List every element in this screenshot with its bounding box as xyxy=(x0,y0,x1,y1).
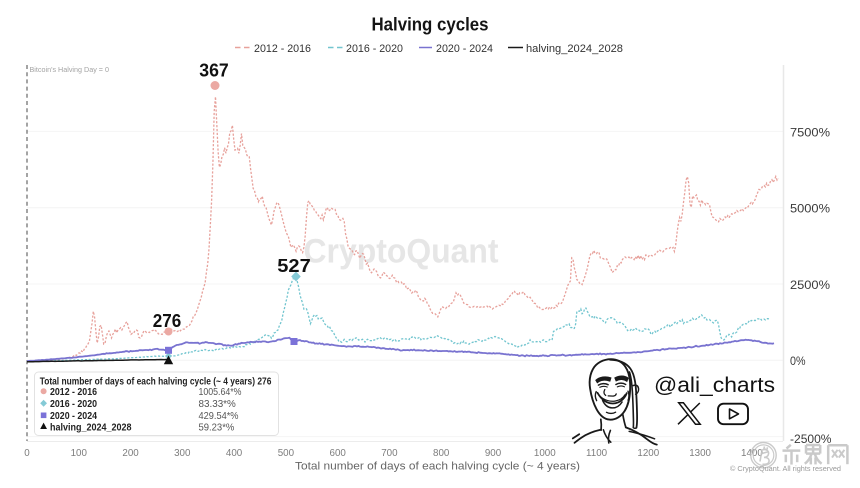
svg-text:527: 527 xyxy=(277,255,311,276)
svg-text:2500%: 2500% xyxy=(790,278,830,292)
svg-text:2012 - 2016: 2012 - 2016 xyxy=(254,43,311,55)
svg-text:700: 700 xyxy=(381,448,398,459)
svg-text:5000%: 5000% xyxy=(790,202,830,216)
svg-text:1200: 1200 xyxy=(637,448,659,459)
svg-text:halving_2024_2028: halving_2024_2028 xyxy=(526,43,623,55)
svg-text:600: 600 xyxy=(330,448,347,459)
svg-text:2020 - 2024: 2020 - 2024 xyxy=(50,411,97,422)
svg-text:800: 800 xyxy=(433,448,450,459)
svg-text:300: 300 xyxy=(174,448,191,459)
svg-text:1300: 1300 xyxy=(689,448,711,459)
svg-text:276: 276 xyxy=(153,310,182,331)
svg-text:83.33*%: 83.33*% xyxy=(199,399,236,410)
svg-text:400: 400 xyxy=(226,448,243,459)
svg-text:@ali_charts: @ali_charts xyxy=(654,373,775,397)
svg-text:100: 100 xyxy=(71,448,88,459)
svg-text:Bitcoin's Halving Day = 0: Bitcoin's Halving Day = 0 xyxy=(30,65,110,74)
svg-text:2016 - 2020: 2016 - 2020 xyxy=(50,399,97,410)
svg-text:Total number of days of each h: Total number of days of each halving cyc… xyxy=(295,461,580,473)
svg-text:0: 0 xyxy=(24,448,30,459)
svg-text:7500%: 7500% xyxy=(790,125,830,139)
svg-text:halving_2024_2028: halving_2024_2028 xyxy=(50,422,132,433)
svg-text:1400: 1400 xyxy=(741,448,763,459)
svg-text:Total number of days of each h: Total number of days of each halving cyc… xyxy=(40,377,272,388)
svg-text:2016 - 2020: 2016 - 2020 xyxy=(346,43,403,55)
svg-text:429.54*%: 429.54*% xyxy=(199,411,239,422)
svg-text:© CryptoQuant. All rights rese: © CryptoQuant. All rights reserved xyxy=(730,464,841,473)
svg-text:1005.64*%: 1005.64*% xyxy=(199,387,242,398)
svg-text:CryptoQuant: CryptoQuant xyxy=(304,233,499,271)
svg-text:2012 - 2016: 2012 - 2016 xyxy=(50,387,97,398)
svg-text:Halving cycles: Halving cycles xyxy=(372,14,489,35)
svg-text:59.23*%: 59.23*% xyxy=(199,422,235,433)
svg-text:1100: 1100 xyxy=(586,448,608,459)
svg-text:500: 500 xyxy=(278,448,295,459)
svg-text:-2500%: -2500% xyxy=(790,432,832,446)
svg-text:900: 900 xyxy=(485,448,502,459)
svg-text:2020 - 2024: 2020 - 2024 xyxy=(436,43,493,55)
svg-text:1000: 1000 xyxy=(534,448,556,459)
svg-text:367: 367 xyxy=(199,60,229,81)
svg-text:0%: 0% xyxy=(790,354,806,368)
svg-text:200: 200 xyxy=(122,448,139,459)
